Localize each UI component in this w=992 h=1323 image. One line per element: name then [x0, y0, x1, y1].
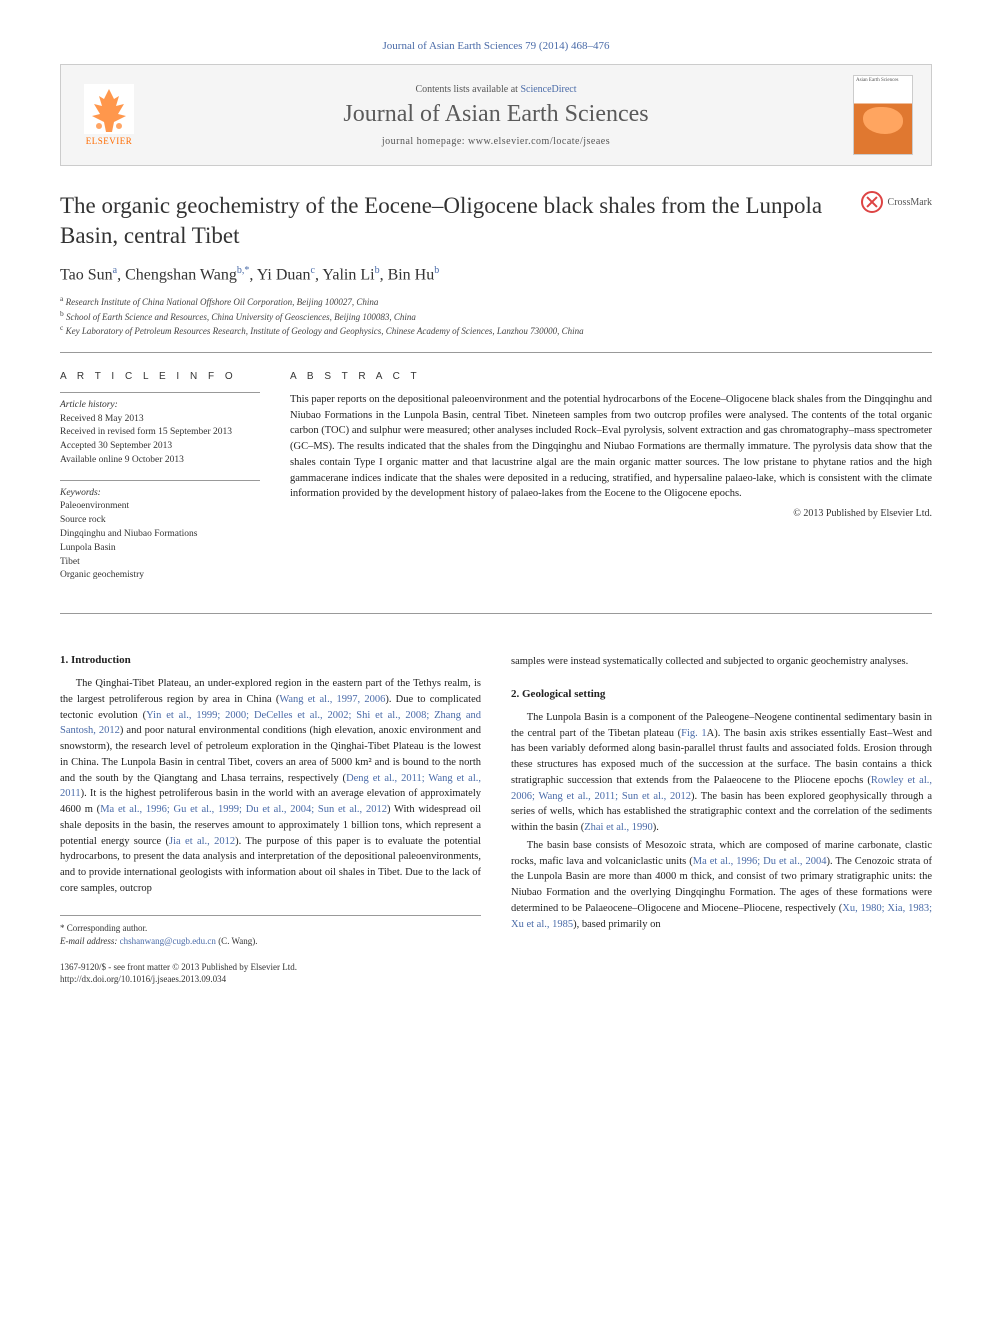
keywords-block: Keywords: PaleoenvironmentSource rockDin… [60, 480, 260, 583]
issn-line: 1367-9120/$ - see front matter © 2013 Pu… [60, 961, 481, 974]
journal-banner: ELSEVIER Contents lists available at Sci… [60, 64, 932, 166]
cover-title: Asian Earth Sciences [854, 76, 912, 85]
affiliation-line: b School of Earth Science and Resources,… [60, 309, 932, 324]
geo-heading: 2. Geological setting [511, 688, 932, 700]
article-info-heading: A R T I C L E I N F O [60, 371, 260, 382]
publisher-name: ELSEVIER [86, 136, 133, 146]
elsevier-tree-icon [84, 84, 134, 134]
keyword-item: Dingqinghu and Niubao Formations [60, 528, 260, 542]
homepage-url[interactable]: www.elsevier.com/locate/jseaes [468, 136, 610, 147]
sciencedirect-link[interactable]: ScienceDirect [520, 84, 576, 95]
citation-link[interactable]: Ma et al., 1996; Du et al., 2004 [693, 856, 827, 867]
crossmark-badge[interactable]: CrossMark [861, 191, 932, 213]
email-author-name: (C. Wang). [218, 936, 257, 946]
body-text: ). [653, 822, 659, 833]
keyword-item: Organic geochemistry [60, 569, 260, 583]
accepted-date: Accepted 30 September 2013 [60, 440, 260, 454]
citation-link[interactable]: Wang et al., 1997, 2006 [279, 694, 385, 705]
author-email-link[interactable]: chshanwang@cugb.edu.cn [120, 936, 216, 946]
body-column-left: 1. Introduction The Qinghai-Tibet Platea… [60, 654, 481, 986]
intro-heading: 1. Introduction [60, 654, 481, 666]
article-title: The organic geochemistry of the Eocene–O… [60, 191, 861, 251]
footer-separator: * Corresponding author. E-mail address: … [60, 915, 481, 949]
info-abstract-row: A R T I C L E I N F O Article history: R… [60, 371, 932, 614]
abstract-heading: A B S T R A C T [290, 371, 932, 382]
article-info-column: A R T I C L E I N F O Article history: R… [60, 371, 260, 595]
intro-continuation: samples were instead systematically coll… [511, 654, 932, 670]
corresponding-author-note: * Corresponding author. E-mail address: … [60, 922, 481, 949]
affiliation-line: a Research Institute of China National O… [60, 294, 932, 309]
contents-available-line: Contents lists available at ScienceDirec… [139, 84, 853, 95]
geo-paragraph-1: The Lunpola Basin is a component of the … [511, 710, 932, 836]
revised-date: Received in revised form 15 September 20… [60, 426, 260, 440]
header-citation: Journal of Asian Earth Sciences 79 (2014… [60, 40, 932, 52]
keyword-item: Tibet [60, 556, 260, 570]
affiliations-block: a Research Institute of China National O… [60, 294, 932, 353]
online-date: Available online 9 October 2013 [60, 454, 260, 468]
email-label: E-mail address: [60, 936, 117, 946]
history-label: Article history: [60, 399, 260, 413]
contents-available-text: Contents lists available at [415, 84, 517, 95]
keyword-item: Lunpola Basin [60, 542, 260, 556]
keywords-list: PaleoenvironmentSource rockDingqinghu an… [60, 500, 260, 583]
journal-name: Journal of Asian Earth Sciences [139, 101, 853, 128]
keyword-item: Paleoenvironment [60, 500, 260, 514]
citation-link[interactable]: Ma et al., 1996; Gu et al., 1999; Du et … [100, 804, 387, 815]
body-columns: 1. Introduction The Qinghai-Tibet Platea… [60, 654, 932, 986]
keyword-item: Source rock [60, 514, 260, 528]
cover-map-icon [863, 107, 904, 134]
journal-cover-thumbnail: Asian Earth Sciences [853, 75, 913, 155]
abstract-copyright: © 2013 Published by Elsevier Ltd. [290, 508, 932, 519]
doi-link[interactable]: http://dx.doi.org/10.1016/j.jseaes.2013.… [60, 973, 481, 986]
citation-link[interactable]: Zhai et al., 1990 [584, 822, 653, 833]
journal-homepage-line: journal homepage: www.elsevier.com/locat… [139, 136, 853, 147]
citation-link[interactable]: Jia et al., 2012 [169, 836, 235, 847]
affiliation-line: c Key Laboratory of Petroleum Resources … [60, 323, 932, 338]
banner-center: Contents lists available at ScienceDirec… [139, 84, 853, 147]
corr-label: * Corresponding author. [60, 922, 481, 936]
publisher-logo: ELSEVIER [79, 80, 139, 150]
abstract-text: This paper reports on the depositional p… [290, 392, 932, 502]
received-date: Received 8 May 2013 [60, 413, 260, 427]
keywords-label: Keywords: [60, 487, 260, 501]
crossmark-icon [861, 191, 883, 213]
homepage-label: journal homepage: [382, 136, 465, 147]
article-history-block: Article history: Received 8 May 2013 Rec… [60, 392, 260, 468]
geo-paragraph-2: The basin base consists of Mesozoic stra… [511, 838, 932, 933]
body-column-right: samples were instead systematically coll… [511, 654, 932, 986]
figure-link[interactable]: Fig. 1 [681, 728, 707, 739]
title-row: The organic geochemistry of the Eocene–O… [60, 191, 932, 251]
body-text: ), based primarily on [573, 919, 660, 930]
authors-line: Tao Suna, Chengshan Wangb,*, Yi Duanc, Y… [60, 265, 932, 284]
abstract-column: A B S T R A C T This paper reports on th… [290, 371, 932, 595]
intro-paragraph: The Qinghai-Tibet Plateau, an under-expl… [60, 676, 481, 897]
issn-doi-block: 1367-9120/$ - see front matter © 2013 Pu… [60, 961, 481, 986]
crossmark-label: CrossMark [888, 197, 932, 208]
